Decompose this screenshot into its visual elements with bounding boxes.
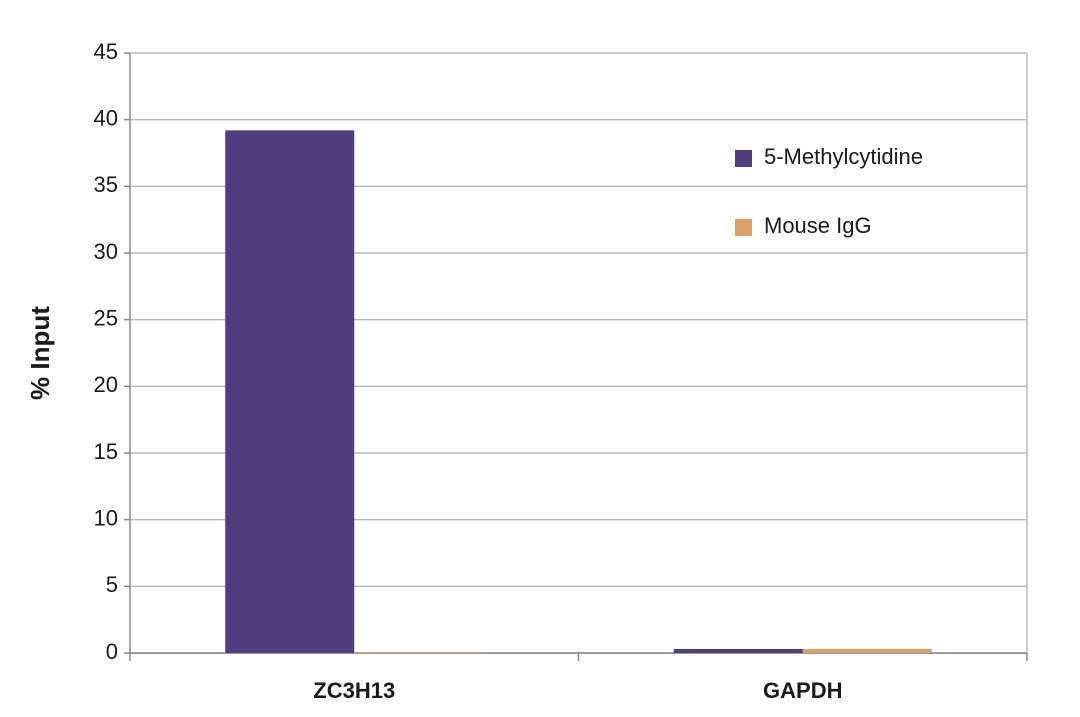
y-tick-label: 30 <box>94 239 118 264</box>
x-tick-label: GAPDH <box>763 678 842 703</box>
y-tick-label: 15 <box>94 439 118 464</box>
bar <box>802 649 932 653</box>
y-tick-label: 10 <box>94 505 118 530</box>
y-tick-label: 45 <box>94 39 118 64</box>
legend-swatch <box>735 219 752 236</box>
legend-swatch <box>735 150 752 167</box>
y-tick-label: 0 <box>106 639 118 664</box>
y-axis-label: % Input <box>25 306 55 400</box>
legend-label: Mouse IgG <box>764 213 872 238</box>
y-tick-label: 25 <box>94 305 118 330</box>
bar <box>225 130 355 654</box>
bar <box>673 649 803 653</box>
y-tick-label: 20 <box>94 372 118 397</box>
y-tick-label: 35 <box>94 172 118 197</box>
y-tick-label: 40 <box>94 105 118 130</box>
bar <box>354 652 484 653</box>
y-tick-label: 5 <box>106 572 118 597</box>
legend-label: 5-Methylcytidine <box>764 144 923 169</box>
x-tick-label: ZC3H13 <box>313 678 395 703</box>
